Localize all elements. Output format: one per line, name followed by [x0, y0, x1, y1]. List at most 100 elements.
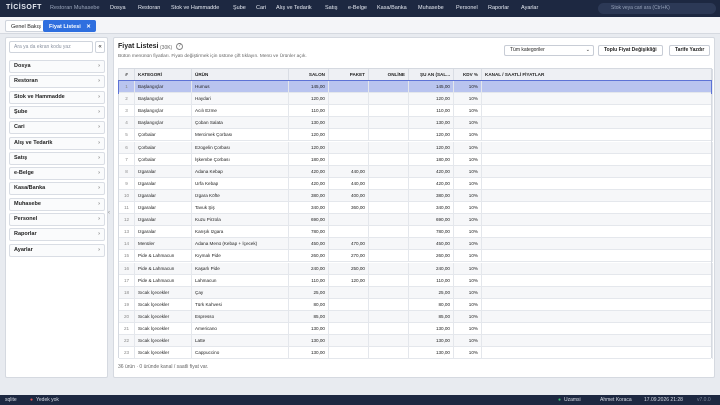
- sidebar-item[interactable]: Dosya ›: [9, 60, 105, 73]
- column-header[interactable]: KDV %: [454, 69, 482, 81]
- table-row[interactable]: 15 Pide & Lahmacun Kıymalı Pide 260,00 270,0…: [119, 250, 713, 263]
- table-row[interactable]: 16 Pide & Lahmacun Kaşarlı Pide 240,00 250,0…: [119, 262, 713, 275]
- column-header[interactable]: ŞU AN (SAL...: [409, 69, 454, 81]
- table-cell: 3: [119, 105, 135, 118]
- sidebar-item[interactable]: Şube ›: [9, 105, 105, 119]
- category-filter[interactable]: Tüm kategoriler ⌄: [504, 45, 594, 56]
- table-row[interactable]: 18 Sıcak İçecekler Çay 25,00 25,00 10%: [119, 286, 713, 299]
- table-cell: [369, 81, 409, 93]
- table-cell: 10%: [454, 105, 482, 118]
- table-cell: Kıymalı Pide: [192, 250, 289, 263]
- table-cell: [369, 177, 409, 190]
- tab[interactable]: Genel Bakış: [5, 20, 47, 32]
- table-cell: 450,00: [289, 238, 329, 251]
- table-cell: Mercimek Çorbası: [192, 129, 289, 142]
- menu-item[interactable]: Alış ve Tedarik: [276, 5, 312, 11]
- menu-item[interactable]: Muhasebe: [418, 5, 444, 11]
- sidebar-item[interactable]: Cari ›: [9, 121, 105, 135]
- chevron: ›: [98, 185, 100, 192]
- sidebar-item[interactable]: Ayarlar ›: [9, 243, 105, 257]
- sidebar-item[interactable]: Restoran ›: [9, 75, 105, 89]
- table-row[interactable]: 20 Sıcak İçecekler Espresso 85,00 85,00 10%: [119, 310, 713, 323]
- table-row[interactable]: 3 Başlangıçlar Acılı Ezme 110,00 110,00 10%: [119, 105, 713, 118]
- sidebar-item[interactable]: Stok ve Hammadde ›: [9, 90, 105, 104]
- menu-item[interactable]: Kasa/Banka: [377, 5, 407, 11]
- table-row[interactable]: 14 Menüler Adana Menü (Kebap + İçecek) 450,…: [119, 238, 713, 251]
- tab-close[interactable]: ✕: [86, 24, 91, 30]
- column-header[interactable]: ONLİNE: [369, 69, 409, 81]
- table-row[interactable]: 1 Başlangıçlar Humus 145,00 145,00 10%: [118, 79, 713, 95]
- menu-item[interactable]: e-Belge: [348, 5, 367, 11]
- sidebar-search[interactable]: Ara ya da ekran kodu yaz: [9, 41, 93, 53]
- table-cell: 10%: [454, 262, 482, 275]
- table-row[interactable]: 7 Çorbalar İşkembe Çorbası 180,00 180,00 10%: [119, 153, 713, 166]
- global-search[interactable]: Stok veya cari ara (Ctrl+K): [598, 3, 716, 14]
- table-cell: 15: [119, 250, 135, 263]
- menu-item[interactable]: Dosya: [110, 5, 126, 11]
- menu-item[interactable]: Stok ve Hammadde: [171, 5, 220, 11]
- table-cell: 360,00: [329, 202, 369, 214]
- table-cell: 340,00: [289, 202, 329, 214]
- column-header[interactable]: #: [119, 69, 135, 81]
- sidebar-item[interactable]: e-Belge ›: [9, 167, 105, 181]
- table-cell: Izgaralar: [135, 214, 192, 227]
- column-header[interactable]: PAKET: [329, 69, 369, 81]
- sidebar-item[interactable]: Kasa/Banka ›: [9, 182, 105, 196]
- table-row[interactable]: 8 Izgaralar Adana Kebap 420,00 440,00 420,00 1…: [119, 165, 713, 178]
- table-cell: [329, 323, 369, 335]
- table-row[interactable]: 4 Başlangıçlar Çoban Salata 130,00 130,00 10%: [119, 117, 713, 130]
- menu-item[interactable]: Cari: [256, 5, 267, 11]
- table-row[interactable]: 2 Başlangıçlar Haydari 120,00 120,00 10%: [119, 93, 713, 106]
- menu-item[interactable]: Restoran: [138, 5, 161, 11]
- table-cell: 10%: [454, 250, 482, 263]
- print-button[interactable]: Tarife Yazdır: [669, 45, 711, 56]
- column-header[interactable]: SALON: [289, 69, 329, 81]
- table-cell: 4: [119, 117, 135, 130]
- sidebar-item[interactable]: Personel ›: [9, 213, 105, 226]
- table-cell: 380,00: [289, 189, 329, 202]
- table-row[interactable]: 17 Pide & Lahmacun Lahmacun 110,00 120,00 110…: [119, 274, 713, 287]
- table-row[interactable]: 6 Çorbalar Ezogelin Çorbası 120,00 120,00 10%: [119, 141, 713, 154]
- table-row[interactable]: 19 Sıcak İçecekler Türk Kahvesi 80,00 80,00 1…: [119, 298, 713, 311]
- table-row[interactable]: 10 Izgaralar Izgara Köfte 380,00 400,00 380,0…: [119, 189, 713, 202]
- bulk-price-button[interactable]: Toplu Fiyat Değişikliği: [598, 45, 663, 56]
- column-header[interactable]: KATEGORİ: [135, 69, 192, 81]
- chevron: ›: [98, 63, 100, 69]
- table-row[interactable]: 21 Sıcak İçecekler Americano 130,00 130,00 10…: [119, 323, 713, 336]
- backup-status: Yedek yok: [36, 397, 59, 403]
- column-header[interactable]: ÜRÜN: [192, 69, 289, 81]
- table-cell: [482, 335, 713, 348]
- table-row[interactable]: 23 Sıcak İçecekler Cappuccino 130,00 130,00 1…: [119, 347, 713, 360]
- table-cell: 340,00: [409, 202, 454, 214]
- table-cell: [329, 117, 369, 130]
- menu-item[interactable]: Satış: [325, 5, 338, 11]
- help-icon[interactable]: ?: [176, 43, 183, 50]
- menu-item[interactable]: Raporlar: [488, 5, 510, 11]
- sidebar-item[interactable]: Alış ve Tedarik ›: [9, 136, 105, 150]
- sidebar-item[interactable]: Muhasebe ›: [9, 197, 105, 211]
- table-cell: 470,00: [329, 238, 369, 251]
- menu-item[interactable]: Personel: [456, 5, 478, 11]
- tab-active[interactable]: Fiyat Listesi ✕: [43, 20, 96, 32]
- table-row[interactable]: 12 Izgaralar Kuzu Pirzola 690,00 690,00 10%: [119, 214, 713, 227]
- collapse-button[interactable]: «: [95, 41, 105, 53]
- table-cell: 19: [119, 298, 135, 311]
- table-row[interactable]: 9 Izgaralar Urfa Kebap 420,00 440,00 420,00 10…: [119, 177, 713, 190]
- table-cell: 6: [119, 141, 135, 154]
- table-cell: Sıcak İçecekler: [135, 323, 192, 335]
- menu-item[interactable]: Ayarlar: [521, 5, 539, 11]
- table-cell: 10%: [454, 202, 482, 214]
- version: v7.0.0: [697, 397, 711, 403]
- table-cell: 130,00: [289, 335, 329, 348]
- db-status: sqlite: [5, 397, 17, 403]
- sidebar-item[interactable]: Satış ›: [9, 151, 105, 165]
- table-row[interactable]: 11 Izgaralar Tavuk Şiş 340,00 360,00 340,00 10…: [119, 202, 713, 215]
- table-cell: [482, 323, 713, 335]
- table-row[interactable]: 22 Sıcak İçecekler Latte 130,00 130,00 10%: [119, 335, 713, 348]
- sidebar-item[interactable]: Raporlar ›: [9, 228, 105, 242]
- table-row[interactable]: 5 Çorbalar Mercimek Çorbası 120,00 120,00 10%: [119, 129, 713, 142]
- menu-item[interactable]: Şube: [233, 5, 246, 11]
- splitter-handle[interactable]: ‹: [108, 210, 110, 216]
- column-header[interactable]: KANAL / SAATLİ FİYATLAR: [482, 69, 713, 81]
- table-row[interactable]: 13 Izgaralar Karışık Izgara 780,00 780,00 10%: [119, 226, 713, 239]
